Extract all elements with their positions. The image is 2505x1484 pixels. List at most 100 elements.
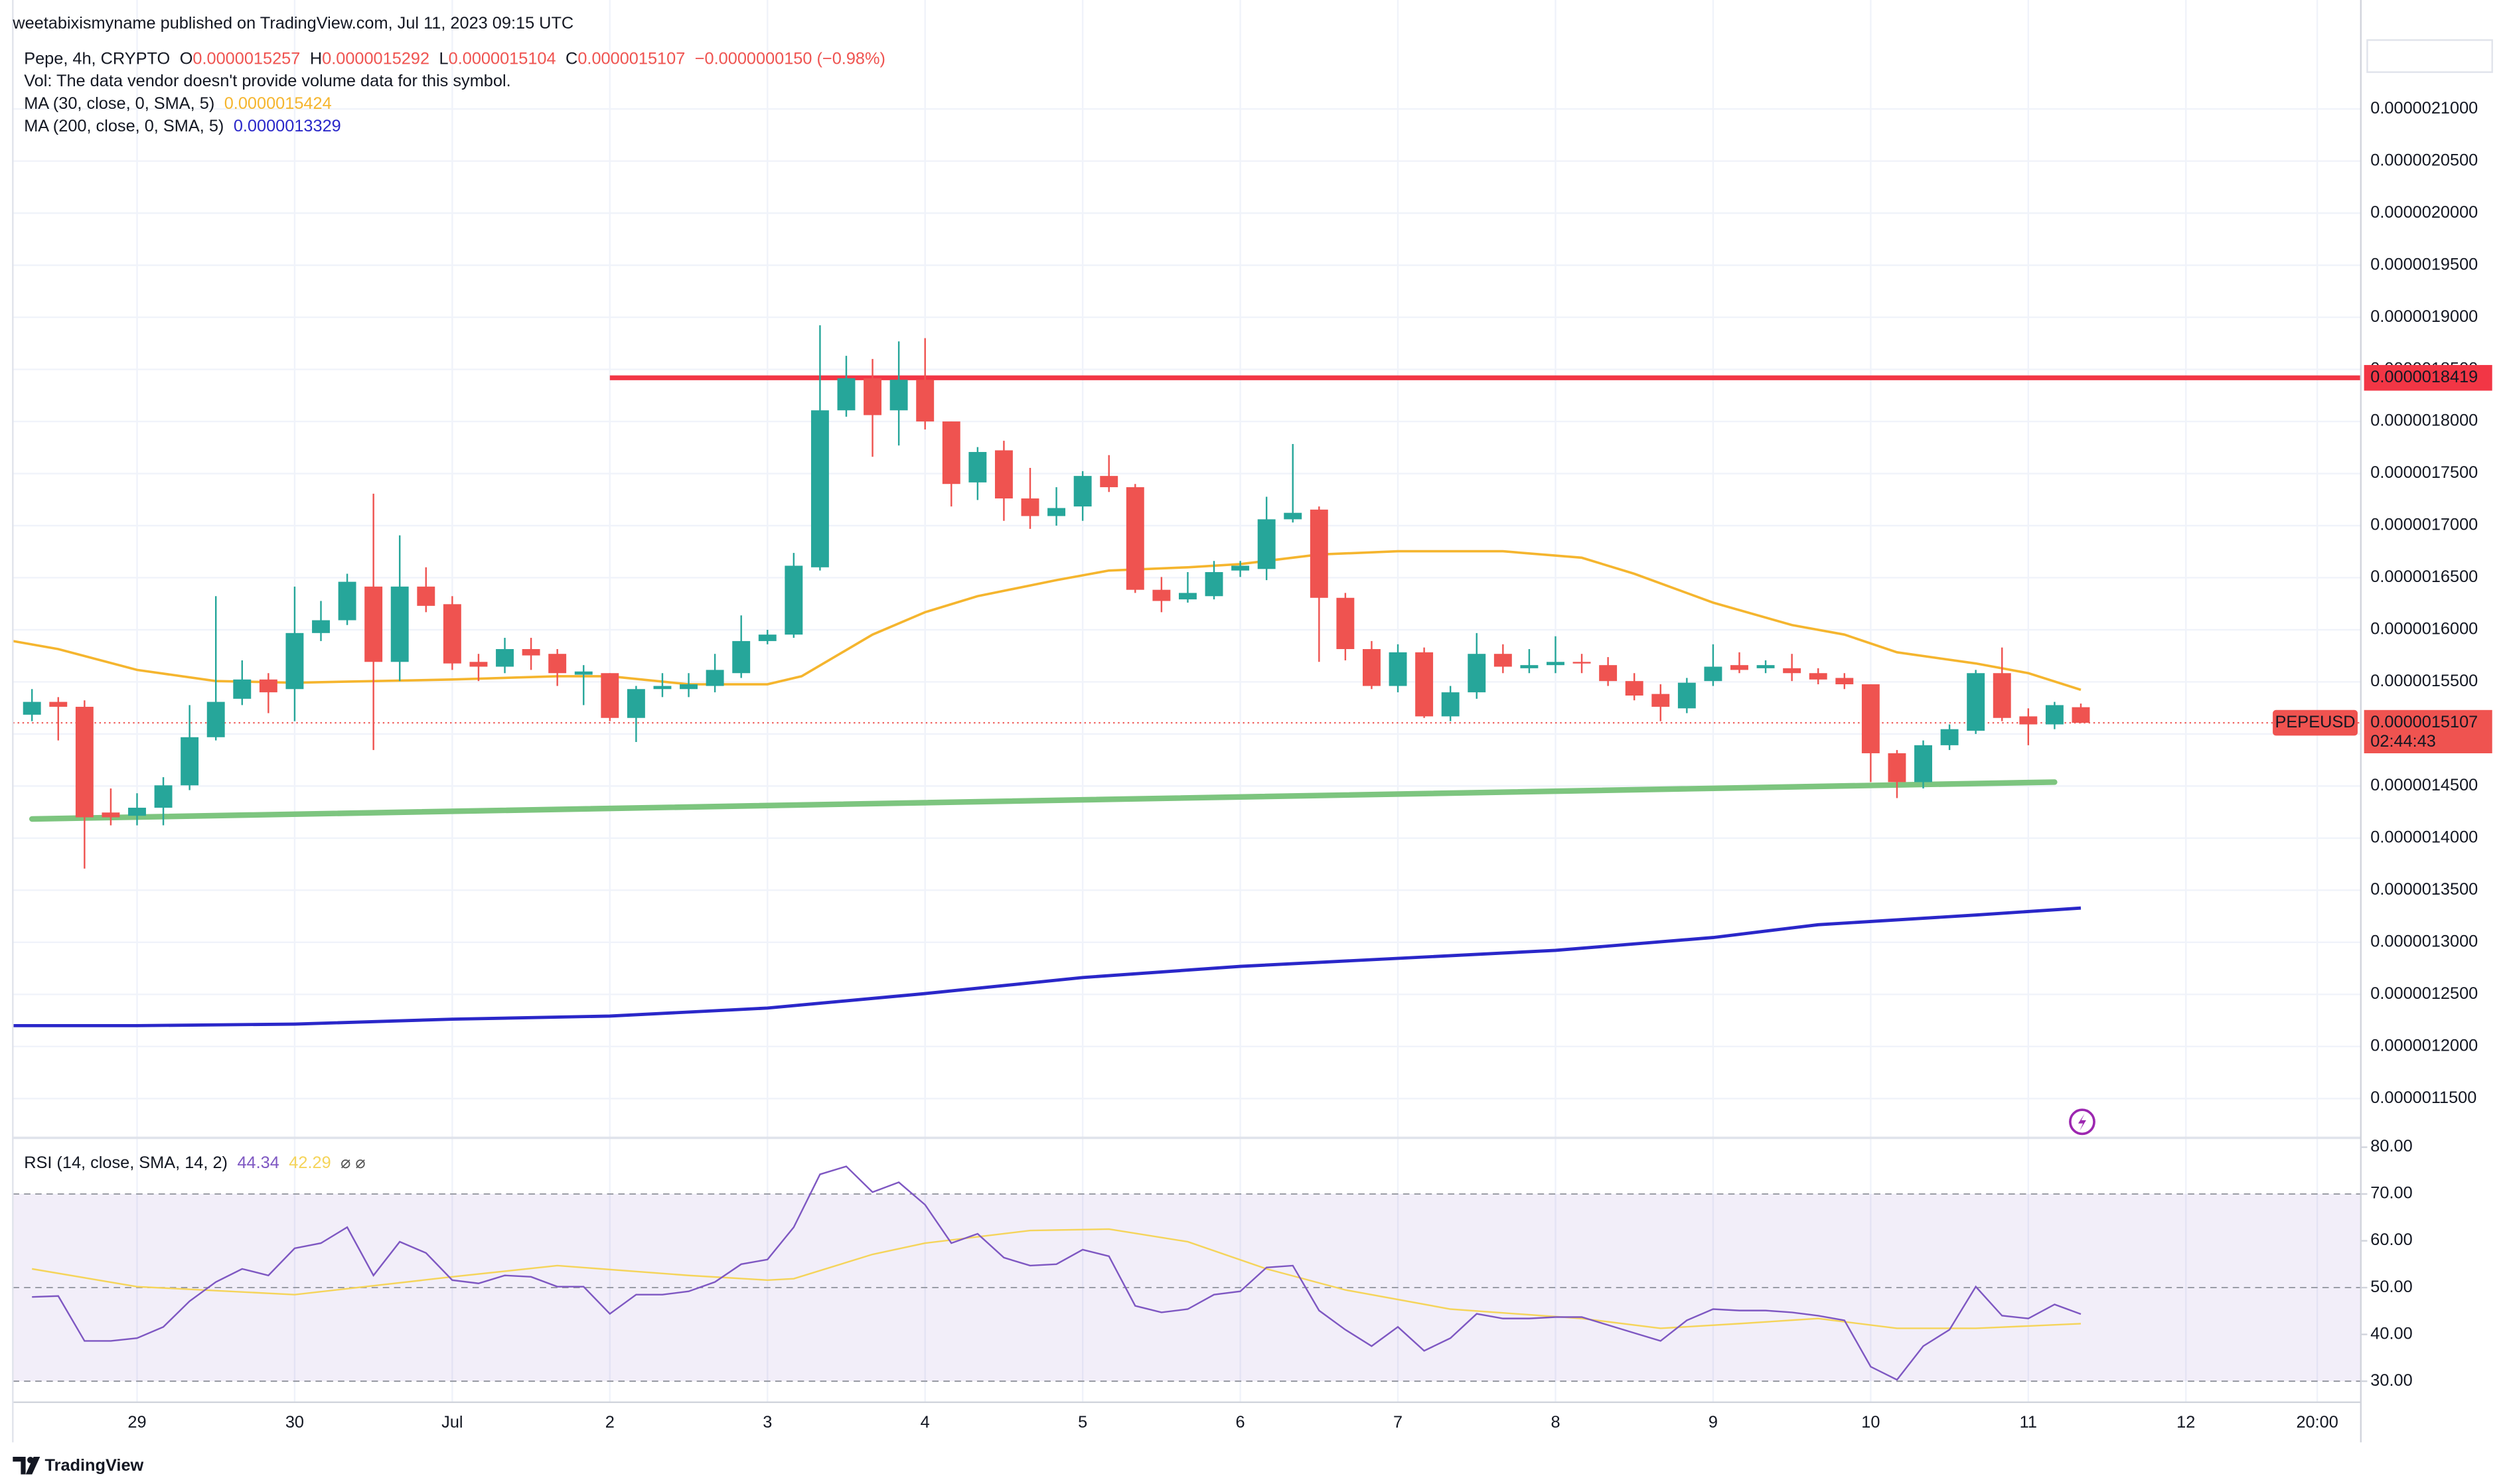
candle-body [102, 812, 120, 818]
ohlc-value: 0.0000015292 [322, 49, 429, 68]
candle-body [1730, 665, 1748, 670]
candle-body [75, 706, 94, 818]
publisher: weetabixismyname published on TradingVie… [12, 14, 573, 33]
rsi-tick-label: 40.00 [2370, 1324, 2412, 1343]
candle-body [837, 378, 856, 411]
candle-body [1861, 684, 1880, 753]
candle-body [1231, 565, 1250, 571]
x-tick-label: 3 [763, 1413, 772, 1432]
candle-body [1914, 745, 1932, 782]
candle-body [338, 581, 356, 621]
y-tick-label: 0.0000020000 [2370, 203, 2478, 222]
rsi-tick-label: 70.00 [2370, 1184, 2412, 1203]
y-tick-label: 0.0000012000 [2370, 1036, 2478, 1055]
last-price-label: 0.0000015107 [2370, 713, 2478, 731]
symbol-label: PEPEUSD [2275, 713, 2356, 731]
ma-line [12, 550, 2082, 692]
rsi-legend: RSI (14, close, SMA, 14, 2) 44.34 42.29 ⌀ ⌀ [24, 1153, 365, 1172]
candle-body [312, 620, 330, 633]
candle-body [1100, 476, 1118, 488]
y-tick-label: 0.0000015500 [2370, 672, 2478, 690]
candle-body [1257, 519, 1276, 569]
x-tick-label: 7 [1393, 1413, 1403, 1432]
candle-body [1547, 662, 1564, 666]
ohlc-key: H [310, 49, 322, 68]
candle-body [1651, 694, 1670, 707]
countdown-label: 02:44:43 [2370, 732, 2436, 751]
candle-body [128, 808, 146, 816]
x-tick-label: 30 [285, 1413, 304, 1432]
candle-body [1783, 668, 1801, 674]
y-tick-label: 0.0000017500 [2370, 463, 2478, 482]
x-tick-label: Jul [441, 1413, 463, 1432]
candle-body [2072, 707, 2090, 723]
candle-body [443, 604, 461, 664]
candle-body [864, 378, 882, 415]
candle-body [417, 586, 435, 606]
alert-icon [2069, 1108, 2095, 1136]
candle-body [1126, 487, 1144, 590]
candle-body [889, 380, 908, 411]
x-tick-label: 29 [127, 1413, 146, 1432]
rsi-tick-label: 50.00 [2370, 1278, 2412, 1296]
candle-body [994, 450, 1013, 499]
rsi-icons: ⌀ ⌀ [341, 1153, 366, 1172]
ma-name: MA (30, close, 0, SMA, 5) [24, 94, 214, 113]
ohlc-key: O [180, 49, 193, 68]
y-tick-label: 0.0000016500 [2370, 567, 2478, 586]
candle-body [601, 673, 619, 718]
y-tick-label: 0.0000014000 [2370, 828, 2478, 847]
x-tick-label: 20:00 [2296, 1413, 2338, 1432]
rsi-tick-label: 30.00 [2370, 1371, 2412, 1390]
alert-circle [2069, 1108, 2095, 1136]
candle-body [206, 702, 225, 737]
candle-body [1336, 597, 1355, 649]
candle-body [259, 679, 277, 693]
x-tick-label: 5 [1078, 1413, 1087, 1432]
candle-body [1835, 678, 1854, 685]
last-price-box [2364, 709, 2492, 753]
marks-layer [12, 325, 2361, 1381]
candle-body [548, 654, 567, 674]
ma-line [13, 906, 2082, 1027]
candle-body [1389, 652, 1407, 686]
candle-body [916, 380, 935, 422]
candle-body [233, 679, 252, 699]
brand-logo [13, 1456, 40, 1475]
logo-bar [13, 1456, 26, 1475]
candle-body [522, 648, 540, 656]
y-tick-label: 0.0000013500 [2370, 880, 2478, 899]
candle-body [653, 686, 672, 690]
x-tick-label: 4 [921, 1413, 930, 1432]
y-tick-label: 0.0000017000 [2370, 516, 2478, 534]
x-tick-label: 12 [2176, 1413, 2195, 1432]
rsi-name: RSI (14, close, SMA, 14, 2) [24, 1153, 228, 1172]
symbol-label-box [2273, 709, 2358, 736]
ohlc-key: L [439, 49, 449, 68]
ohlc-value: 0.0000015107 [577, 49, 685, 68]
symbol-legend: Pepe, 4h, CRYPTO O0.0000015257 H0.00000152… [24, 49, 885, 68]
y-tick-label: 0.0000011500 [2370, 1088, 2476, 1107]
candle-body [1493, 654, 1512, 667]
rsi-value: 44.34 [237, 1153, 279, 1172]
brand: TradingView [45, 1456, 144, 1475]
y-tick-label: 0.0000014500 [2370, 776, 2478, 794]
y-tick-label: 0.0000020500 [2370, 151, 2478, 169]
candle-body [1047, 508, 1066, 516]
x-tick-label: 10 [1861, 1413, 1880, 1432]
candle-body [1572, 662, 1591, 664]
candle-body [968, 452, 987, 482]
y-tick-label: 0.0000019500 [2370, 255, 2478, 273]
x-tick-label: 6 [1236, 1413, 1245, 1432]
ma-legend: MA (200, close, 0, SMA, 5) 0.0000013329 [24, 116, 341, 135]
support-trendline [29, 779, 2058, 822]
ohlc-value: 0.0000015104 [449, 49, 556, 68]
x-tick-label: 11 [2020, 1413, 2037, 1432]
x-tick-label: 2 [605, 1413, 615, 1432]
candle-body [1599, 665, 1618, 682]
candle-body [942, 421, 960, 484]
y-tick-label: 0.0000021000 [2370, 99, 2478, 117]
rsi-sma-line [31, 1228, 2082, 1329]
